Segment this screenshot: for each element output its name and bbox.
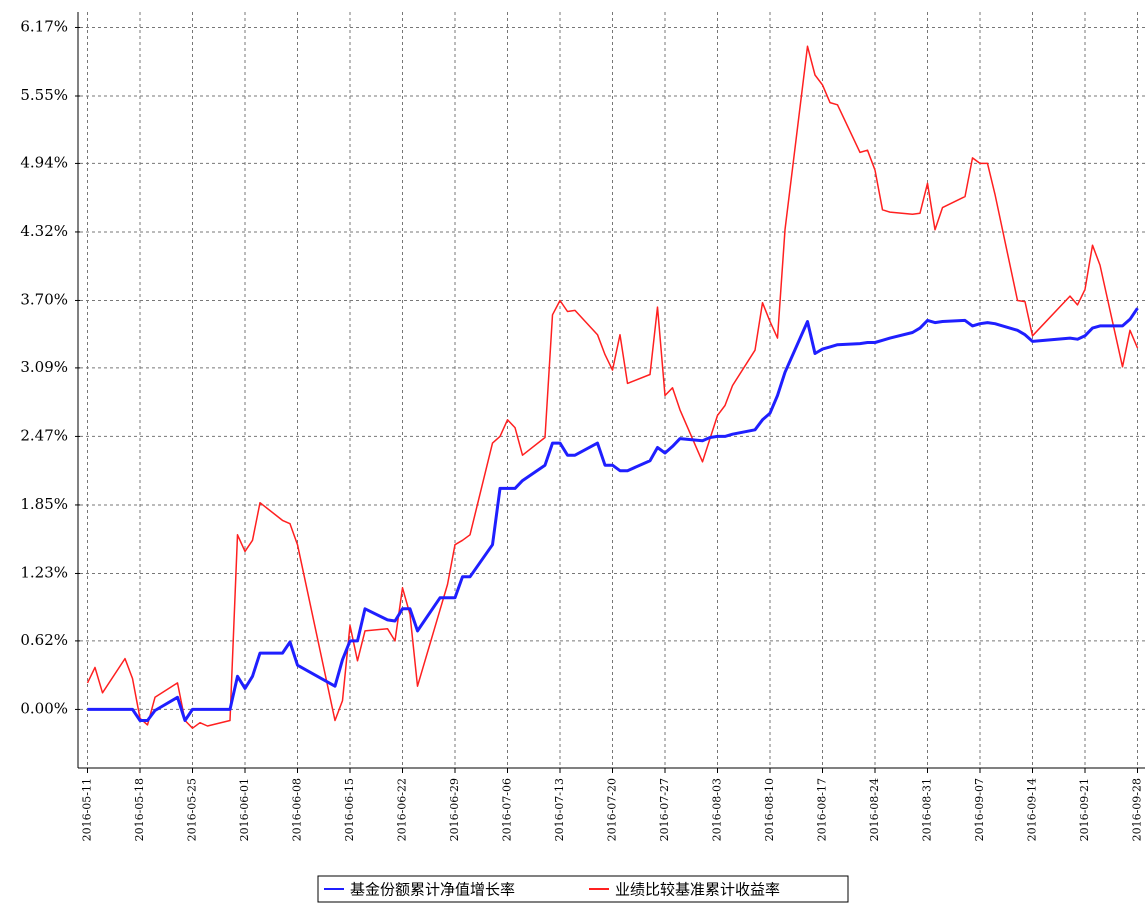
y-tick-label: 3.09% [20,358,68,376]
series-line [87,307,1139,722]
x-tick-label: 2016-08-24 [868,778,881,841]
x-tick-label: 2016-05-11 [81,778,94,841]
x-tick-label: 2016-06-22 [396,778,409,841]
x-tick-label: 2016-06-08 [291,778,304,841]
legend: 基金份额累计净值增长率 业绩比较基准累计收益率 [324,881,780,899]
y-tick-label: 0.00% [20,699,68,717]
y-tick-label: 6.17% [20,17,68,35]
x-tick-label: 2016-07-27 [658,778,671,841]
x-tick-label: 2016-09-28 [1131,778,1144,841]
x-tick-label: 2016-08-17 [816,778,829,841]
legend-label: 业绩比较基准累计收益率 [615,881,780,899]
x-tick-label: 2016-05-18 [133,778,146,841]
y-tick-label: 4.32% [20,222,68,240]
y-tick-label: 0.62% [20,631,68,649]
y-tick-label: 4.94% [20,153,68,171]
x-tick-label: 2016-06-15 [343,778,356,841]
x-tick-label: 2016-09-14 [1026,778,1039,841]
x-tick-label: 2016-07-20 [606,778,619,841]
y-tick-label: 1.85% [20,495,68,513]
x-tick-label: 2016-09-07 [973,778,986,841]
y-tick-label: 2.47% [20,426,68,444]
x-tick-label: 2016-07-13 [553,778,566,841]
x-tick-label: 2016-09-21 [1078,778,1091,841]
y-tick-label: 3.70% [20,290,68,308]
x-tick-label: 2016-08-03 [711,778,724,841]
series-line [86,45,1139,729]
x-tick-label: 2016-08-31 [921,778,934,841]
x-tick-label: 2016-05-25 [186,778,199,841]
x-tick-label: 2016-07-06 [501,778,514,841]
x-tick-label: 2016-06-01 [238,778,251,841]
x-tick-label: 2016-06-29 [448,778,461,841]
y-tick-label: 1.23% [20,563,68,581]
y-tick-label: 5.55% [20,86,68,104]
x-tick-label: 2016-08-10 [763,778,776,841]
legend-label: 基金份额累计净值增长率 [350,881,515,899]
legend-box [317,875,849,903]
